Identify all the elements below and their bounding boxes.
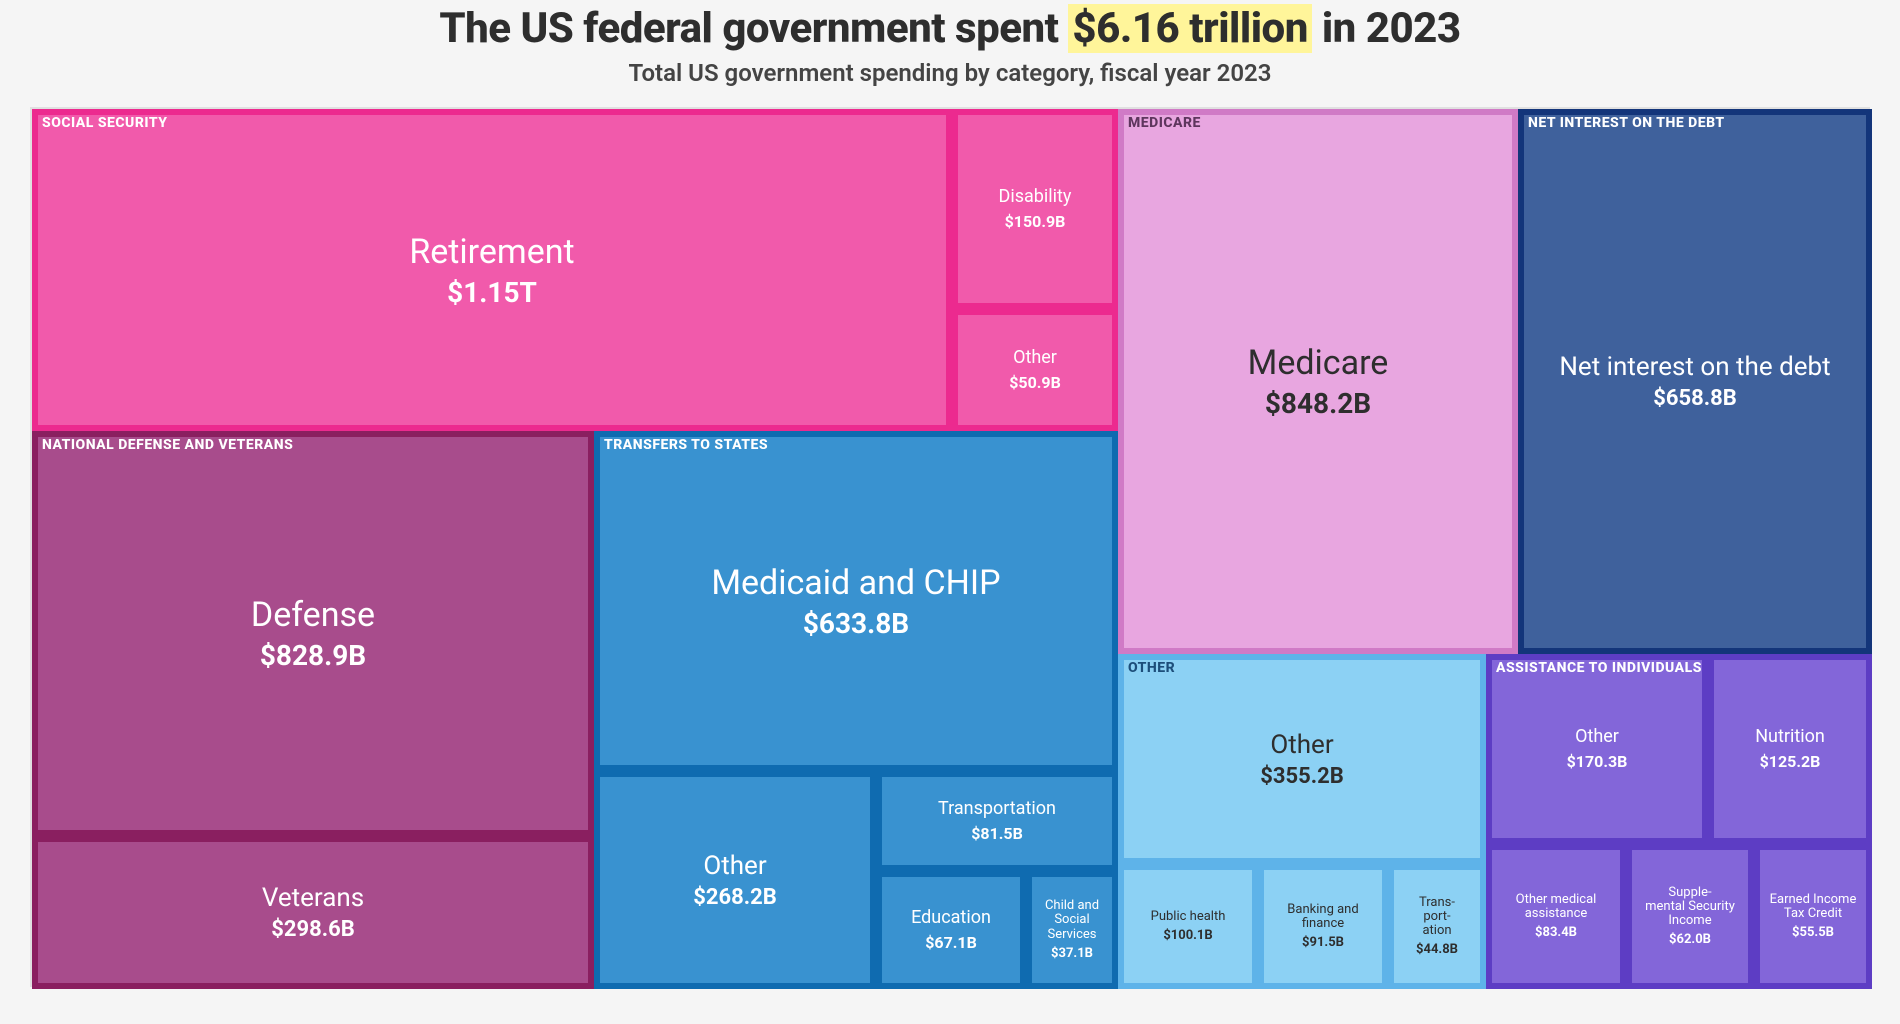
cell-transportation[interactable]: Transportation $81.5B bbox=[876, 771, 1118, 871]
block-header-medicare: MEDICARE bbox=[1128, 115, 1201, 131]
cell-value: $170.3B bbox=[1567, 752, 1628, 771]
block-header-net_interest: NET INTEREST ON THE DEBT bbox=[1528, 115, 1725, 131]
cell-label: Other bbox=[1007, 348, 1063, 369]
cell-label: Public health bbox=[1145, 910, 1232, 924]
cell-label: Net interest on the debt bbox=[1553, 352, 1836, 382]
cell-public-health[interactable]: Public health $100.1B bbox=[1118, 864, 1258, 989]
cell-value: $100.1B bbox=[1163, 928, 1212, 943]
cell-tr-other[interactable]: Other $268.2B bbox=[594, 771, 876, 989]
cell-label: Defense bbox=[245, 595, 381, 635]
page-subtitle: Total US government spending by category… bbox=[0, 59, 1900, 87]
title-post: in 2023 bbox=[1312, 4, 1461, 53]
cell-label: Supple- mental Security Income bbox=[1632, 886, 1748, 929]
cell-value: $355.2B bbox=[1260, 764, 1344, 789]
cell-value: $91.5B bbox=[1302, 935, 1344, 950]
cell-label: Veterans bbox=[256, 883, 370, 913]
cell-label: Education bbox=[905, 908, 997, 929]
cell-value: $67.1B bbox=[925, 933, 977, 952]
cell-label: Retirement bbox=[403, 232, 580, 272]
cell-ss-other[interactable]: Other $50.9B bbox=[952, 309, 1118, 431]
cell-label: Trans- port- ation bbox=[1413, 896, 1461, 939]
block-header-defense_vets: NATIONAL DEFENSE AND VETERANS bbox=[42, 437, 293, 453]
cell-other-transport[interactable]: Trans- port- ation $44.8B bbox=[1388, 864, 1486, 989]
cell-medicare[interactable]: Medicare $848.2B bbox=[1118, 109, 1518, 654]
cell-value: $83.4B bbox=[1535, 925, 1577, 940]
cell-label: Disability bbox=[993, 187, 1078, 208]
cell-veterans[interactable]: Veterans $298.6B bbox=[32, 836, 594, 989]
block-other: OTHER Other $355.2B Public health $100.1B Ban… bbox=[1118, 654, 1486, 989]
cell-retirement[interactable]: Retirement $1.15T bbox=[32, 109, 952, 431]
block-header-transfers: TRANSFERS TO STATES bbox=[604, 437, 768, 453]
cell-ssi[interactable]: Supple- mental Security Income $62.0B bbox=[1626, 844, 1754, 989]
cell-disability[interactable]: Disability $150.9B bbox=[952, 109, 1118, 309]
block-net_interest: NET INTEREST ON THE DEBTNet interest on … bbox=[1518, 109, 1872, 654]
cell-label: Banking and finance bbox=[1264, 903, 1382, 932]
block-medicare: MEDICARE Medicare $848.2B bbox=[1118, 109, 1518, 654]
title-block: The US federal government spent $6.16 tr… bbox=[0, 0, 1900, 87]
cell-label: Child and Social Services bbox=[1032, 899, 1112, 942]
cell-label: Nutrition bbox=[1749, 727, 1831, 748]
page-title: The US federal government spent $6.16 tr… bbox=[0, 4, 1900, 53]
cell-net-interest[interactable]: Net interest on the debt $658.8B bbox=[1518, 109, 1872, 654]
cell-education[interactable]: Education $67.1B bbox=[876, 871, 1026, 989]
cell-banking[interactable]: Banking and finance $91.5B bbox=[1258, 864, 1388, 989]
title-pre: The US federal government spent bbox=[439, 4, 1068, 53]
cell-value: $1.15T bbox=[447, 276, 537, 309]
cell-label: Other bbox=[1264, 730, 1339, 760]
block-defense_vets: NATIONAL DEFENSE AND VETERANS Defense $828… bbox=[32, 431, 594, 989]
title-highlight: $6.16 trillion bbox=[1068, 4, 1311, 53]
cell-medicaid[interactable]: Medicaid and CHIP $633.8B bbox=[594, 431, 1118, 771]
block-assistance: ASSISTANCE TO INDIVIDUALS Other $170.3B Nut… bbox=[1486, 654, 1872, 989]
cell-value: $81.5B bbox=[971, 824, 1023, 843]
cell-value: $828.9B bbox=[260, 639, 366, 672]
cell-value: $298.6B bbox=[271, 917, 355, 942]
cell-value: $62.0B bbox=[1669, 932, 1711, 947]
cell-defense[interactable]: Defense $828.9B bbox=[32, 431, 594, 836]
block-header-social_security: SOCIAL SECURITY bbox=[42, 115, 167, 131]
cell-label: Other bbox=[1569, 727, 1625, 748]
cell-value: $50.9B bbox=[1009, 373, 1061, 392]
cell-value: $150.9B bbox=[1005, 212, 1066, 231]
cell-value: $848.2B bbox=[1265, 387, 1371, 420]
cell-label: Other medical assistance bbox=[1492, 893, 1620, 922]
cell-value: $37.1B bbox=[1051, 946, 1093, 961]
block-header-assistance: ASSISTANCE TO INDIVIDUALS bbox=[1496, 660, 1702, 676]
cell-label: Other bbox=[697, 851, 772, 881]
cell-value: $44.8B bbox=[1416, 942, 1458, 957]
cell-label: Medicare bbox=[1242, 343, 1395, 383]
cell-label: Earned Income Tax Credit bbox=[1760, 893, 1866, 922]
block-header-other: OTHER bbox=[1128, 660, 1175, 676]
cell-value: $658.8B bbox=[1653, 386, 1737, 411]
cell-value: $268.2B bbox=[693, 885, 777, 910]
cell-value: $633.8B bbox=[803, 607, 909, 640]
cell-value: $125.2B bbox=[1760, 752, 1821, 771]
cell-label: Medicaid and CHIP bbox=[705, 563, 1006, 603]
cell-label: Transportation bbox=[932, 799, 1062, 820]
cell-nutrition[interactable]: Nutrition $125.2B bbox=[1708, 654, 1872, 844]
cell-eitc[interactable]: Earned Income Tax Credit $55.5B bbox=[1754, 844, 1872, 989]
cell-child-social[interactable]: Child and Social Services $37.1B bbox=[1026, 871, 1118, 989]
cell-assist-other[interactable]: Other $170.3B bbox=[1486, 654, 1708, 844]
block-social_security: SOCIAL SECURITY Retirement $1.15T Disabilit… bbox=[32, 109, 1118, 431]
cell-other-main[interactable]: Other $355.2B bbox=[1118, 654, 1486, 864]
cell-value: $55.5B bbox=[1792, 925, 1834, 940]
treemap-chart: SOCIAL SECURITY Retirement $1.15T Disabilit… bbox=[30, 107, 1870, 987]
cell-other-medical[interactable]: Other medical assistance $83.4B bbox=[1486, 844, 1626, 989]
block-transfers: TRANSFERS TO STATES Medicaid and CHIP $633… bbox=[594, 431, 1118, 989]
